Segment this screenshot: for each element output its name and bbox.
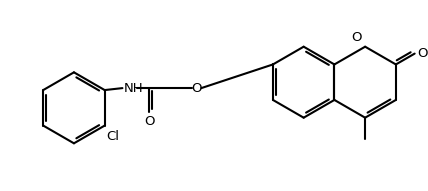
Text: Cl: Cl — [107, 130, 120, 143]
Text: O: O — [352, 31, 362, 44]
Text: NH: NH — [123, 82, 143, 95]
Text: O: O — [191, 82, 202, 95]
Text: O: O — [418, 47, 428, 60]
Text: O: O — [144, 115, 155, 128]
